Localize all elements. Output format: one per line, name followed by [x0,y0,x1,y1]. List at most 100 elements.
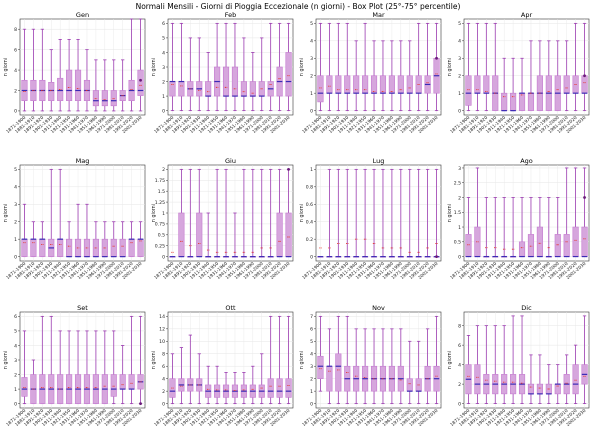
y-tick-label: 0 [14,401,17,407]
box-iqr [137,238,144,257]
box-1921-1950 [510,57,517,112]
box-iqr [581,226,588,257]
outlier-point [435,56,438,60]
box-2001-2030 [137,18,144,112]
box-iqr [527,234,535,257]
y-tick-label: 0 [14,254,17,260]
box-1921-1950 [66,221,73,258]
box-1991-2020 [128,221,135,258]
y-tick-label: 6 [14,47,17,53]
y-tick-label: 5 [14,329,17,335]
plot-area [463,164,590,262]
box-iqr [317,75,324,103]
y-tick-label: 6 [310,327,313,333]
y-tick-label: 7 [310,314,313,320]
box-1871-1900 [465,22,472,112]
box-iqr [572,226,579,257]
box-1941-1970 [527,197,535,258]
y-tick-label: 2 [310,74,313,80]
y-tick-label: 5 [310,339,313,345]
box-1931-1960 [222,372,230,405]
box-iqr [344,75,351,94]
box-1981-2010 [119,59,126,112]
box-iqr [92,90,99,107]
box-iqr [101,90,108,107]
y-tick-label: 0.5 [158,233,165,239]
outlier-point [139,78,142,82]
y-axis-label: n giorni [447,351,453,369]
box-1871-1900 [169,22,176,112]
box-1951-1980 [536,40,543,112]
box-1971-2000 [406,340,413,405]
box-iqr [326,365,333,392]
y-tick-label: 2 [458,382,461,388]
y-tick-label: 10 [159,339,165,345]
subplot-title: Gen [76,11,89,19]
box-1891-1920 [335,315,342,405]
box-1921-1950 [510,197,517,258]
y-tick-label: 2 [162,389,165,395]
box-iqr [474,226,481,257]
y-tick-label: 14 [159,314,165,320]
box-iqr [30,238,37,257]
box-1971-2000 [406,168,413,258]
box-1991-2020 [572,22,579,112]
y-tick-label: 0 [310,108,313,114]
box-1901-1930 [344,315,351,405]
y-tick-label: 0 [162,108,165,114]
box-1991-2020 [276,315,283,405]
box-1881-1910 [474,167,481,258]
box-iqr [483,75,490,94]
box-1961-1990 [545,40,552,112]
box-1871-1900 [169,251,176,258]
box-1871-1900 [169,353,176,405]
box-iqr [465,75,472,106]
y-tick-label: 0.8 [306,185,313,191]
y-tick-label: 4 [458,362,461,368]
y-axis-label: n giorni [299,351,305,369]
y-tick-label: 0 [310,254,313,260]
box-iqr [74,69,82,102]
y-tick-label: 2.5 [454,181,461,187]
box-1981-2010 [267,22,274,112]
box-iqr [110,374,117,397]
box-iqr [536,226,543,257]
box-1941-1970 [231,212,239,258]
box-1871-1900 [21,203,28,258]
box-1901-1930 [344,168,351,258]
box-1941-1970 [379,40,387,112]
subplot-title: Apr [521,11,533,19]
box-iqr [128,238,135,257]
y-tick-label: 5 [162,36,165,42]
box-iqr [474,75,481,94]
box-1941-1970 [83,203,91,258]
y-tick-label: 3 [310,56,313,62]
y-tick-label: 0 [14,109,17,115]
box-1931-1960 [370,328,378,405]
y-tick-label: 0.6 [306,202,313,208]
box-1881-1910 [474,22,481,112]
box-iqr [276,212,283,257]
y-axis-label: n giorni [447,58,453,76]
y-axis-label: n giorni [299,58,305,76]
y-tick-label: 6 [458,343,461,349]
subplot-title: Lug [373,157,385,165]
box-1971-2000 [554,197,561,258]
box-iqr [169,81,176,97]
y-axis-label: n giorni [151,204,157,222]
box-iqr [74,238,82,257]
box-1901-1930 [196,353,203,405]
box-iqr [518,92,526,111]
box-iqr [258,81,265,97]
box-iqr [572,75,579,94]
plot-area [315,164,442,262]
y-tick-label: 2 [14,220,17,226]
y-tick-label: 6 [162,21,165,27]
box-1921-1950 [66,39,73,112]
box-1961-1990 [397,168,404,258]
box-1891-1920 [39,221,46,258]
box-1891-1920 [483,325,490,405]
y-tick-label: 2 [310,377,313,383]
box-1951-1980 [240,372,247,405]
y-tick-label: 3 [310,364,313,370]
